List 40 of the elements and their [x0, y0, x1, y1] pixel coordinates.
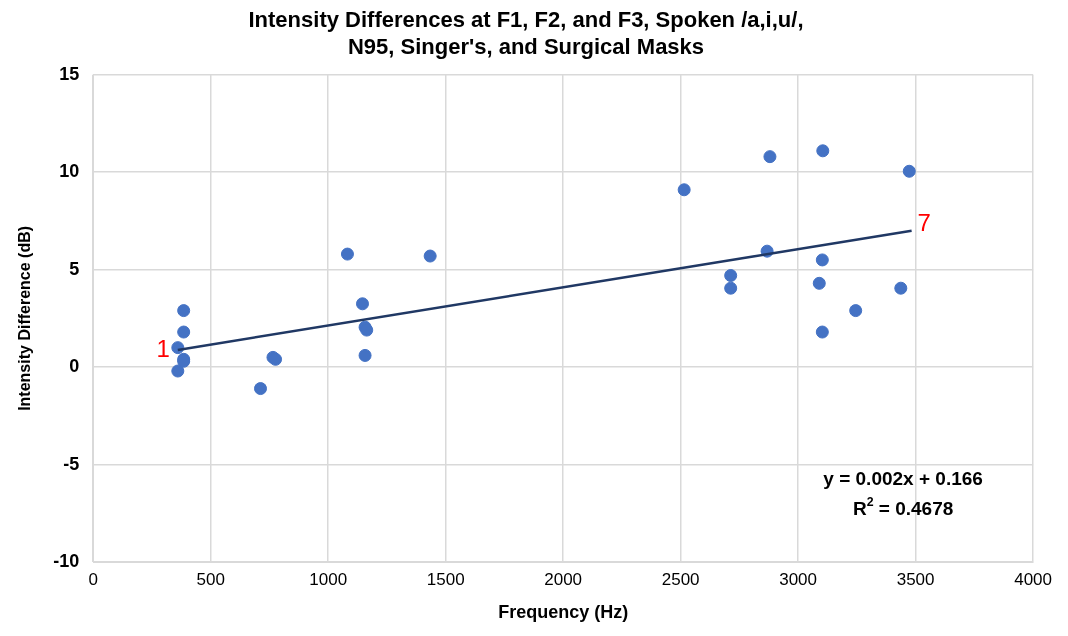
- y-tick-label: 15: [59, 63, 80, 84]
- x-tick-label: 3000: [779, 569, 818, 589]
- annotation: 7: [917, 209, 931, 237]
- point: [358, 348, 372, 362]
- point: [677, 183, 691, 197]
- y-tick-label: 10: [59, 161, 80, 182]
- y-tick-label: 0: [69, 356, 80, 377]
- point: [815, 253, 829, 267]
- annotation: 1: [156, 334, 170, 362]
- point: [849, 304, 863, 318]
- point: [816, 144, 830, 158]
- y-tick-label: -10: [53, 550, 80, 571]
- point: [340, 247, 354, 261]
- annotation: y = 0.002x + 0.166: [823, 468, 983, 490]
- point: [815, 325, 829, 339]
- x-axis-title: Frequency (Hz): [498, 602, 629, 623]
- x-tick-label: 3500: [896, 569, 935, 589]
- chart-title: Intensity Differences at F1, F2, and F3, Spoken /a,i,u/, N95, Singer's, and Surgical Masks: [248, 7, 804, 59]
- x-tick-label: 2000: [544, 569, 583, 589]
- point: [177, 304, 191, 318]
- point: [724, 281, 738, 295]
- x-tick-label: 0: [88, 569, 98, 589]
- point: [894, 281, 908, 295]
- x-tick-label: 1000: [309, 569, 348, 589]
- point: [423, 249, 437, 263]
- point: [763, 150, 777, 164]
- point: [724, 269, 738, 283]
- point: [355, 297, 369, 311]
- point: [254, 382, 268, 396]
- point: [902, 164, 916, 178]
- x-tick-label: 1500: [426, 569, 465, 589]
- x-tick-label: 4000: [1014, 569, 1052, 589]
- y-tick-label: 5: [69, 258, 80, 279]
- x-tick-label: 500: [196, 569, 225, 589]
- point: [171, 364, 185, 378]
- y-axis-title: Intensity Difference (dB): [16, 225, 34, 411]
- x-tick-label: 2500: [661, 569, 700, 589]
- point: [812, 276, 826, 290]
- point: [177, 325, 191, 339]
- y-tick-label: -5: [63, 453, 80, 474]
